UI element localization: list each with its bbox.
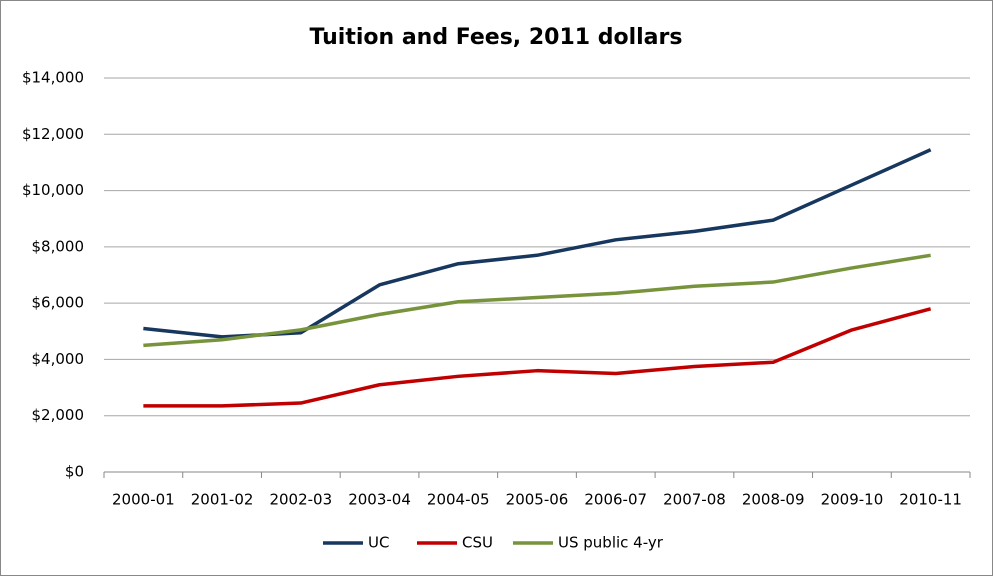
- legend-label: CSU: [462, 534, 493, 552]
- x-tick-label: 2004-05: [427, 491, 490, 509]
- x-tick-label: 2007-08: [663, 491, 726, 509]
- x-tick-label: 2005-06: [506, 491, 569, 509]
- y-tick-label: $6,000: [32, 294, 85, 312]
- y-tick-label: $8,000: [32, 237, 85, 255]
- y-tick-label: $12,000: [22, 125, 84, 143]
- x-tick-label: 2003-04: [348, 491, 411, 509]
- x-tick-label: 2009-10: [821, 491, 884, 509]
- x-tick-label: 2010-11: [899, 491, 962, 509]
- y-tick-label: $14,000: [22, 69, 84, 87]
- chart-title: Tuition and Fees, 2011 dollars: [310, 25, 683, 50]
- series-line: [143, 253, 931, 348]
- y-tick-label: $4,000: [32, 350, 85, 368]
- x-tick-label: 2000-01: [112, 491, 175, 509]
- legend-label: US public 4-yr: [558, 534, 664, 552]
- y-tick-label: $10,000: [22, 181, 84, 199]
- legend-label: UC: [368, 534, 389, 552]
- series-line: [143, 307, 932, 408]
- y-tick-label: $0: [65, 463, 84, 481]
- x-tick-label: 2001-02: [191, 491, 254, 509]
- y-tick-label: $2,000: [32, 406, 85, 424]
- x-tick-label: 2008-09: [742, 491, 805, 509]
- x-tick-label: 2002-03: [269, 491, 332, 509]
- x-tick-label: 2006-07: [584, 491, 647, 509]
